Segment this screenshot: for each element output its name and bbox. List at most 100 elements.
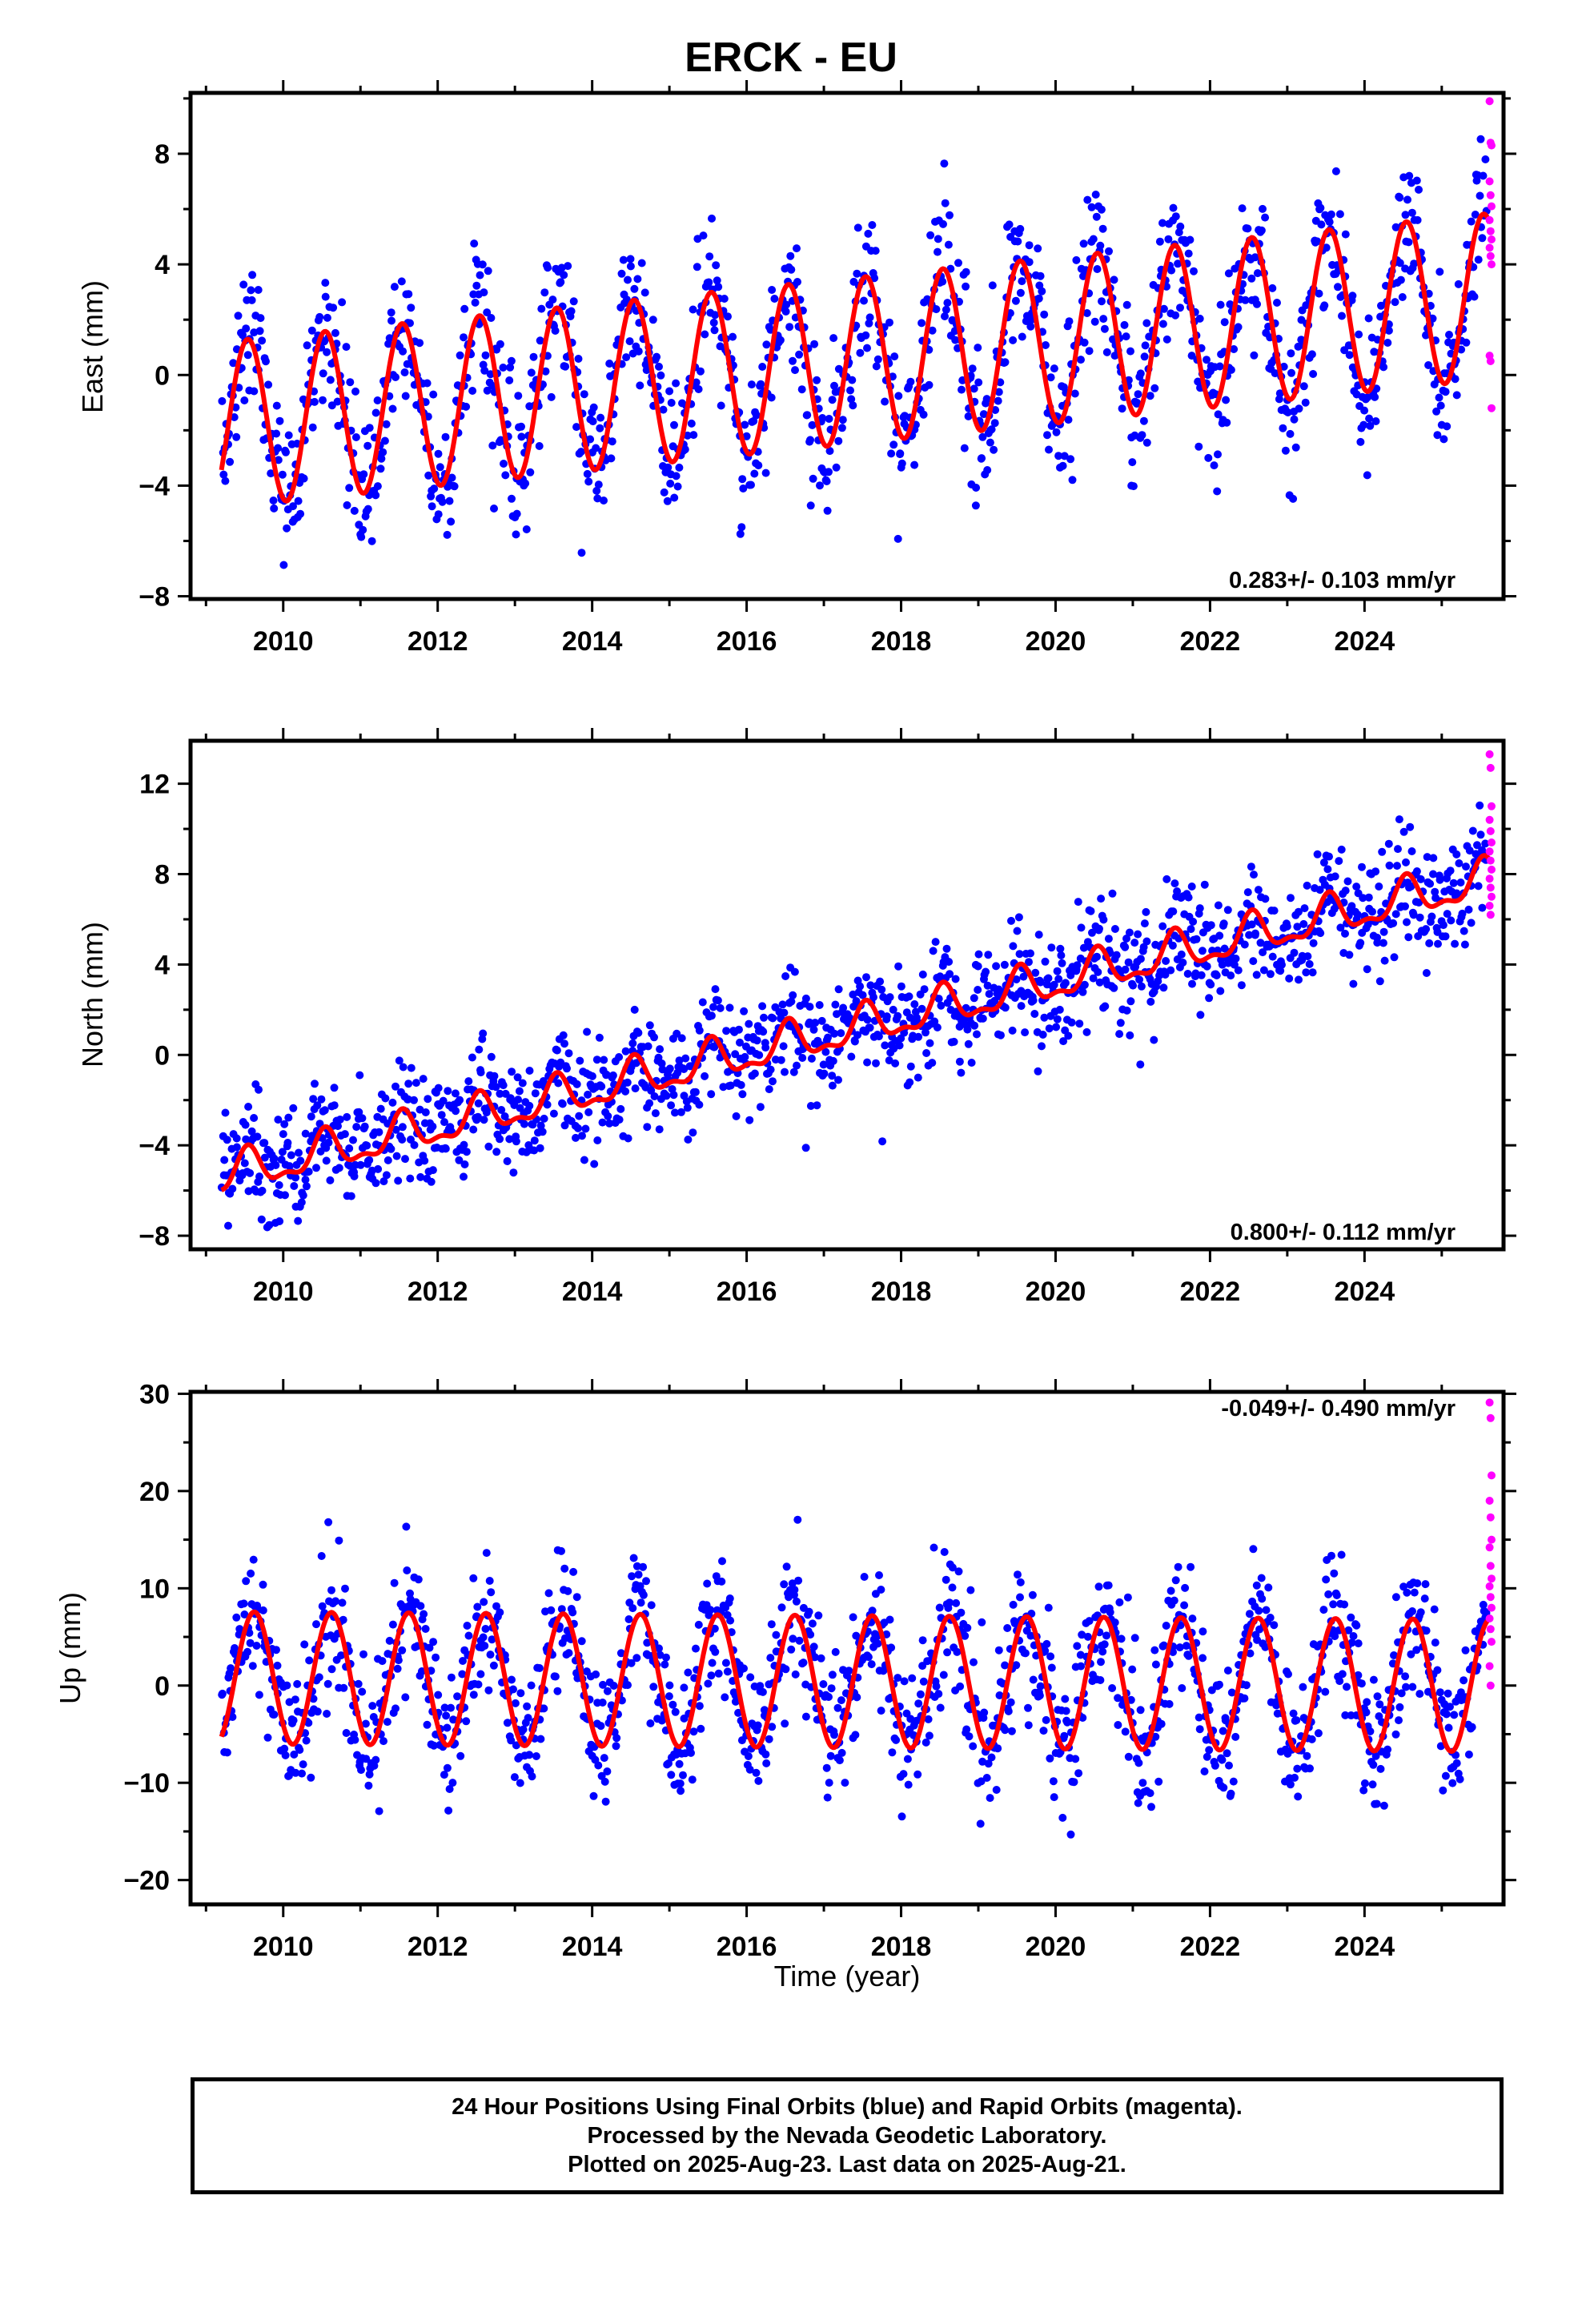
up-data-point [280,1744,289,1753]
north-data-point [1379,939,1387,947]
east-data-point [557,263,566,272]
east-data-point [988,281,997,290]
up-data-point [888,1748,897,1757]
east-data-point [1159,304,1168,313]
east-data-point [1441,388,1450,396]
east-data-point [982,395,991,404]
north-data-point [655,1125,664,1134]
north-data-point [349,1136,357,1144]
up-data-point [1416,1608,1425,1617]
east-data-point [705,252,714,261]
up-data-point [568,1608,577,1617]
up-data-point [540,1704,548,1713]
east-data-point [1379,363,1388,372]
up-data-point [679,1771,687,1779]
north-data-point [889,1005,897,1014]
north-data-point [1188,979,1196,988]
east-data-point [269,497,278,505]
north-data-point [695,1100,704,1109]
north-data-point [1121,965,1130,974]
up-data-point [299,1760,307,1769]
north-data-point [600,1055,608,1064]
north-data-point [616,1104,625,1113]
up-data-point [1335,1677,1344,1686]
east-data-point [500,460,508,468]
up-data-point [270,1711,279,1719]
north-data-point [291,1173,300,1182]
north-data-point [1389,919,1398,927]
east-data-point [1478,234,1487,243]
north-data-point [731,1050,740,1059]
north-rate-label: 0.800+/- 0.112 mm/yr [1231,1220,1456,1245]
east-data-point [1315,289,1323,298]
up-data-point [432,1653,440,1662]
north-data-point [1101,1002,1110,1011]
north-data-point [834,1076,842,1084]
north-data-point [1215,931,1224,940]
east-data-point [1247,274,1256,283]
up-data-point [899,1770,908,1779]
east-data-point [1335,210,1344,219]
up-y-tick-label: 30 [139,1379,170,1409]
east-data-point [693,263,701,271]
east-data-point [705,278,713,287]
east-data-point [592,486,601,495]
east-data-point [683,431,692,440]
north-data-point [713,996,722,1005]
up-data-point [966,1586,975,1594]
north-data-point [322,1156,331,1165]
up-data-point [1375,1700,1384,1709]
east-data-point [1261,213,1270,222]
up-data-point [956,1682,965,1691]
up-data-point [1303,1751,1311,1760]
north-data-point [265,1220,274,1229]
north-data-point [476,1068,485,1077]
north-data-point [1124,958,1133,967]
north-data-point [1036,978,1045,987]
up-data-point [599,1680,607,1689]
up-data-point [841,1779,849,1787]
north-data-point [232,1143,241,1152]
east-data-point [958,385,966,394]
east-data-point [1338,312,1346,320]
east-data-point [1001,358,1010,367]
east-data-point [262,357,270,366]
up-data-point [524,1714,532,1723]
north-data-point [647,1086,656,1095]
east-data-point [1384,326,1393,335]
north-data-point [755,1051,764,1059]
east-data-point [430,485,439,493]
north-data-point [667,1101,676,1110]
north-data-point [1394,845,1402,854]
north-data-point [1385,861,1394,870]
north-data-point [360,1122,369,1131]
east-data-point [848,376,857,384]
east-data-point [574,355,583,363]
up-data-point [1046,1754,1054,1763]
up-data-point [476,1670,485,1679]
north-data-point [530,1146,539,1155]
north-data-point [500,1112,509,1120]
north-rapid-point [1486,826,1495,835]
east-data-point [1092,212,1101,221]
up-data-point [957,1608,966,1617]
east-data-point [1162,335,1171,344]
up-data-point [223,1748,231,1757]
east-data-point [870,274,879,283]
up-data-point [805,1607,813,1616]
east-data-point [338,298,347,307]
north-data-point [518,1079,527,1088]
up-data-point [1441,1771,1450,1780]
east-data-point [832,463,841,472]
east-data-point [736,529,745,538]
up-data-point [1108,1684,1117,1692]
north-data-point [1079,943,1088,952]
east-data-point [758,363,767,371]
north-data-point [468,1053,476,1062]
up-data-point [1397,1689,1406,1698]
up-data-point [1366,1727,1375,1735]
east-data-point [659,405,668,414]
up-data-point [474,1680,483,1689]
north-data-point [1142,907,1150,916]
east-data-point [1395,259,1404,267]
